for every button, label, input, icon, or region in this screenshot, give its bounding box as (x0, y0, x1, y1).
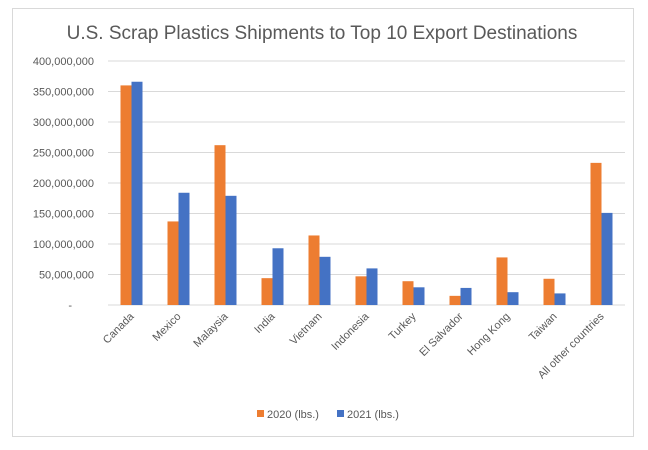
bar-2020-taiwan (543, 278, 555, 305)
bar-2020-mexico (167, 221, 179, 305)
legend-label: 2021 (lbs.) (347, 409, 399, 421)
bar-2020-el-salvador (449, 295, 461, 305)
bar-2021-taiwan (554, 293, 566, 305)
bar-2021-canada (131, 81, 143, 306)
bar-2020-hong-kong (496, 257, 508, 305)
x-tick-label: El Salvador (417, 310, 465, 358)
bar-2021-all-other-countries (601, 212, 613, 305)
y-tick-label: 50,000,000 (39, 270, 94, 282)
y-tick-label: 200,000,000 (33, 178, 94, 190)
bar-2020-turkey (402, 281, 414, 305)
y-tick-label: 250,000,000 (33, 148, 94, 160)
y-tick-label: 400,000,000 (33, 56, 94, 68)
legend-swatch (257, 410, 264, 417)
bar-2021-vietnam (319, 256, 331, 305)
chart-frame (12, 8, 634, 437)
bar-2021-indonesia (366, 268, 378, 305)
chart-title: U.S. Scrap Plastics Shipments to Top 10 … (67, 23, 578, 44)
bar-2021-mexico (178, 192, 190, 305)
y-tick-label: 350,000,000 (33, 87, 94, 99)
x-tick-label: Indonesia (329, 310, 372, 353)
x-tick-label: Hong Kong (465, 311, 512, 358)
x-tick-label: India (252, 310, 278, 336)
x-tick-label: Turkey (387, 310, 419, 342)
bar-2021-el-salvador (460, 287, 472, 305)
bar-2020-vietnam (308, 235, 320, 305)
bar-2021-malaysia (225, 195, 237, 305)
bar-2020-india (261, 278, 273, 305)
bar-2020-all-other-countries (590, 162, 602, 305)
bar-2021-turkey (413, 287, 425, 305)
x-tick-label: Mexico (150, 311, 183, 344)
y-tick-label: 100,000,000 (33, 239, 94, 251)
bar-2020-indonesia (355, 276, 367, 305)
bar-2020-malaysia (214, 145, 226, 305)
x-tick-label: Malaysia (191, 310, 231, 350)
x-tick-label: Taiwan (527, 311, 560, 344)
bar-2020-canada (120, 85, 132, 306)
x-tick-label: Vietnam (288, 311, 325, 348)
x-tick-label: Canada (101, 310, 137, 346)
legend-swatch (337, 410, 344, 417)
bar-2021-india (272, 248, 284, 305)
y-tick-label: 300,000,000 (33, 117, 94, 129)
bar-2021-hong-kong (507, 292, 519, 305)
legend-label: 2020 (lbs.) (267, 409, 319, 421)
y-tick-label: 150,000,000 (33, 209, 94, 221)
y-tick-label: - (68, 300, 72, 312)
